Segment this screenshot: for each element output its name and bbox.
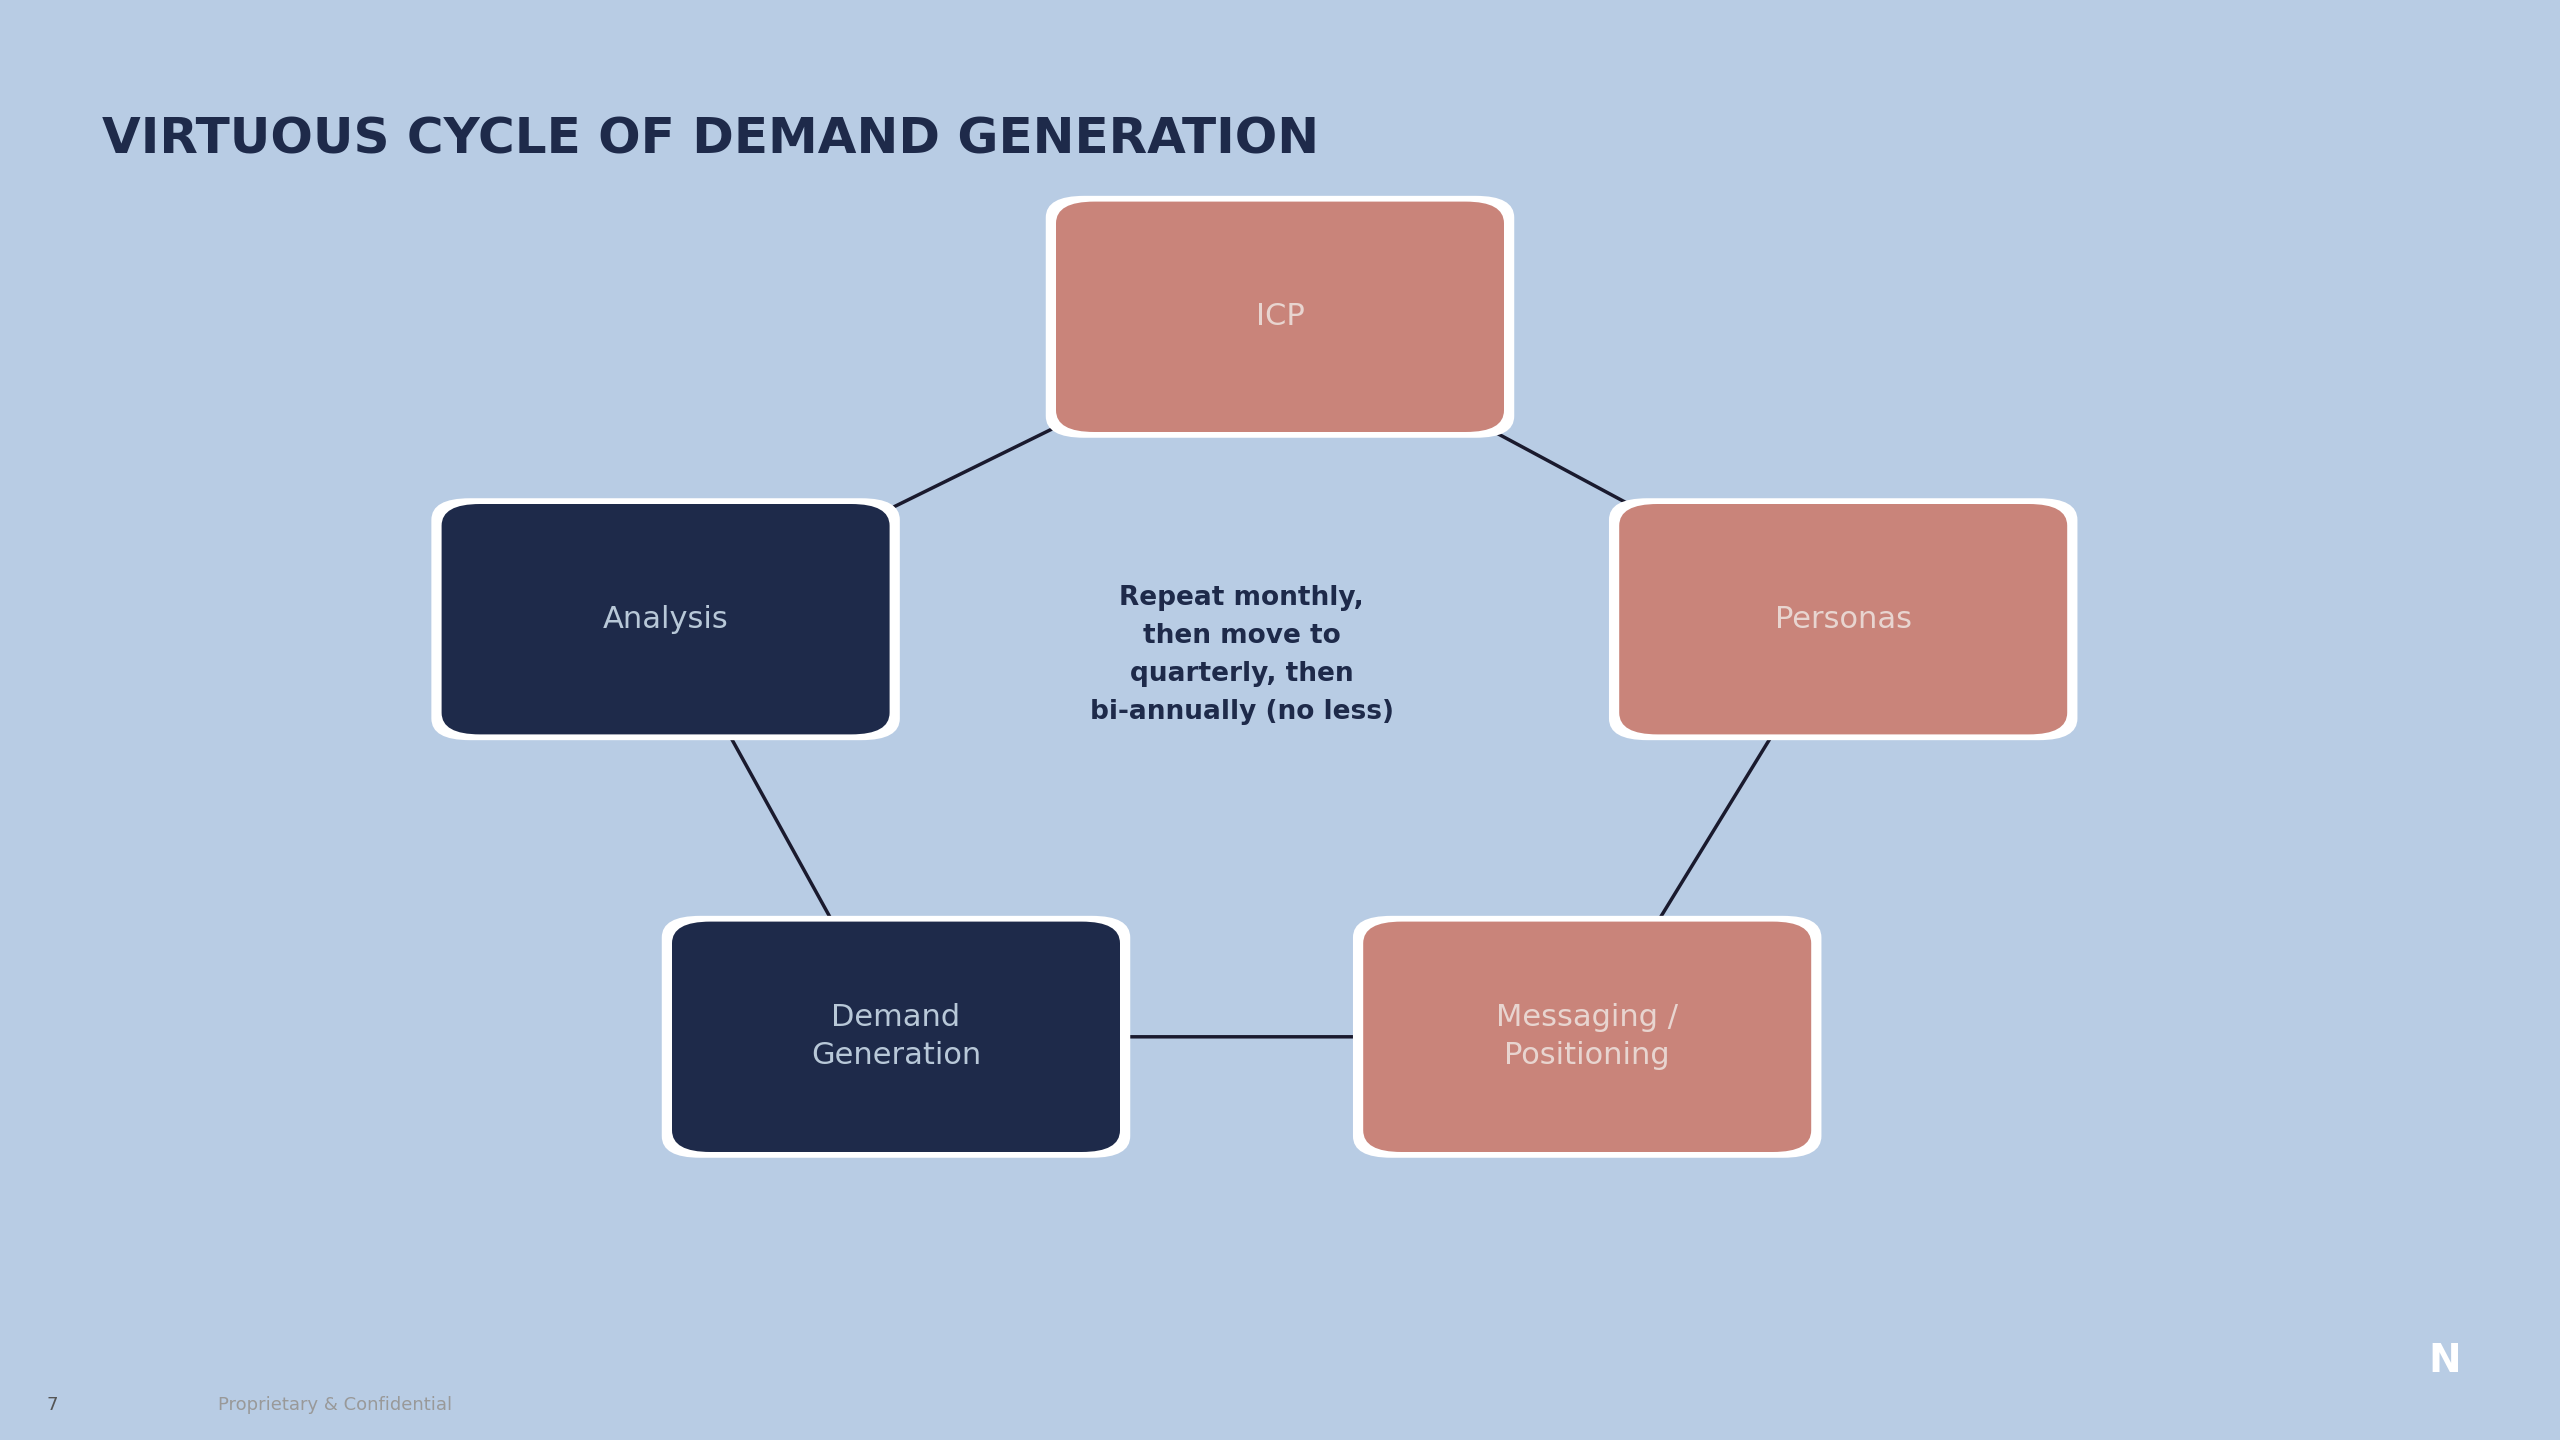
Text: VIRTUOUS CYCLE OF DEMAND GENERATION: VIRTUOUS CYCLE OF DEMAND GENERATION <box>102 115 1318 163</box>
Text: ICP: ICP <box>1254 302 1306 331</box>
FancyBboxPatch shape <box>1362 922 1812 1152</box>
FancyBboxPatch shape <box>1047 196 1513 438</box>
FancyBboxPatch shape <box>660 916 1129 1158</box>
FancyBboxPatch shape <box>1618 504 2068 734</box>
FancyBboxPatch shape <box>671 922 1119 1152</box>
Text: Demand
Generation: Demand Generation <box>812 1004 980 1070</box>
Text: Proprietary & Confidential: Proprietary & Confidential <box>218 1397 451 1414</box>
FancyBboxPatch shape <box>1057 202 1503 432</box>
FancyBboxPatch shape <box>1354 916 1823 1158</box>
Text: Analysis: Analysis <box>602 605 730 634</box>
FancyBboxPatch shape <box>1608 498 2076 740</box>
Text: 7: 7 <box>46 1397 56 1414</box>
Text: Personas: Personas <box>1774 605 1912 634</box>
FancyBboxPatch shape <box>440 504 891 734</box>
FancyBboxPatch shape <box>430 498 901 740</box>
Text: Messaging /
Positioning: Messaging / Positioning <box>1495 1004 1679 1070</box>
Text: N: N <box>2429 1342 2460 1380</box>
Text: Repeat monthly,
then move to
quarterly, then
bi-annually (no less): Repeat monthly, then move to quarterly, … <box>1091 585 1393 726</box>
